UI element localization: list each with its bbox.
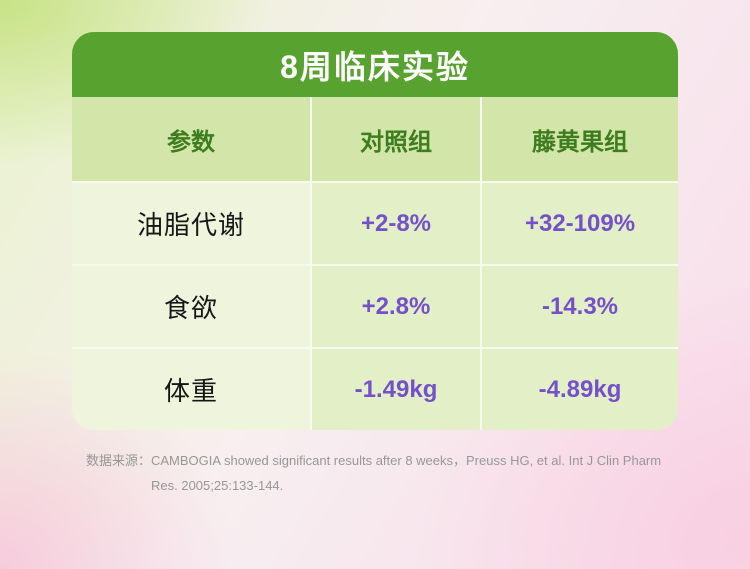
row-fat-metabolism-label: 油脂代谢	[72, 183, 310, 264]
row-fat-metabolism-garcinia-value: +32-109%	[482, 183, 678, 264]
row-weight-control-value: -1.49kg	[312, 349, 480, 430]
results-table: 参数 对照组 藤黄果组 油脂代谢 +2-8% +32-109% 食欲 +2.8%…	[72, 97, 678, 430]
col-header-parameter: 参数	[72, 97, 310, 181]
row-weight-label: 体重	[72, 349, 310, 430]
source-line-1: 数据来源：CAMBOGIA showed significant results…	[86, 453, 662, 468]
card-title-banner: 8周临床实验	[72, 32, 678, 97]
col-header-garcinia-group: 藤黄果组	[482, 97, 678, 181]
row-fat-metabolism-control-value: +2-8%	[312, 183, 480, 264]
data-source-note: 数据来源：CAMBOGIA showed significant results…	[86, 448, 696, 498]
source-line-2: Res. 2005;25:133-144.	[151, 478, 284, 493]
col-header-control-group: 对照组	[312, 97, 480, 181]
row-appetite-label: 食欲	[72, 266, 310, 347]
clinical-trial-card: 8周临床实验 参数 对照组 藤黄果组 油脂代谢 +2-8% +32-109% 食…	[72, 32, 678, 430]
row-appetite-control-value: +2.8%	[312, 266, 480, 347]
card-title: 8周临床实验	[280, 48, 470, 85]
row-appetite-garcinia-value: -14.3%	[482, 266, 678, 347]
row-weight-garcinia-value: -4.89kg	[482, 349, 678, 430]
